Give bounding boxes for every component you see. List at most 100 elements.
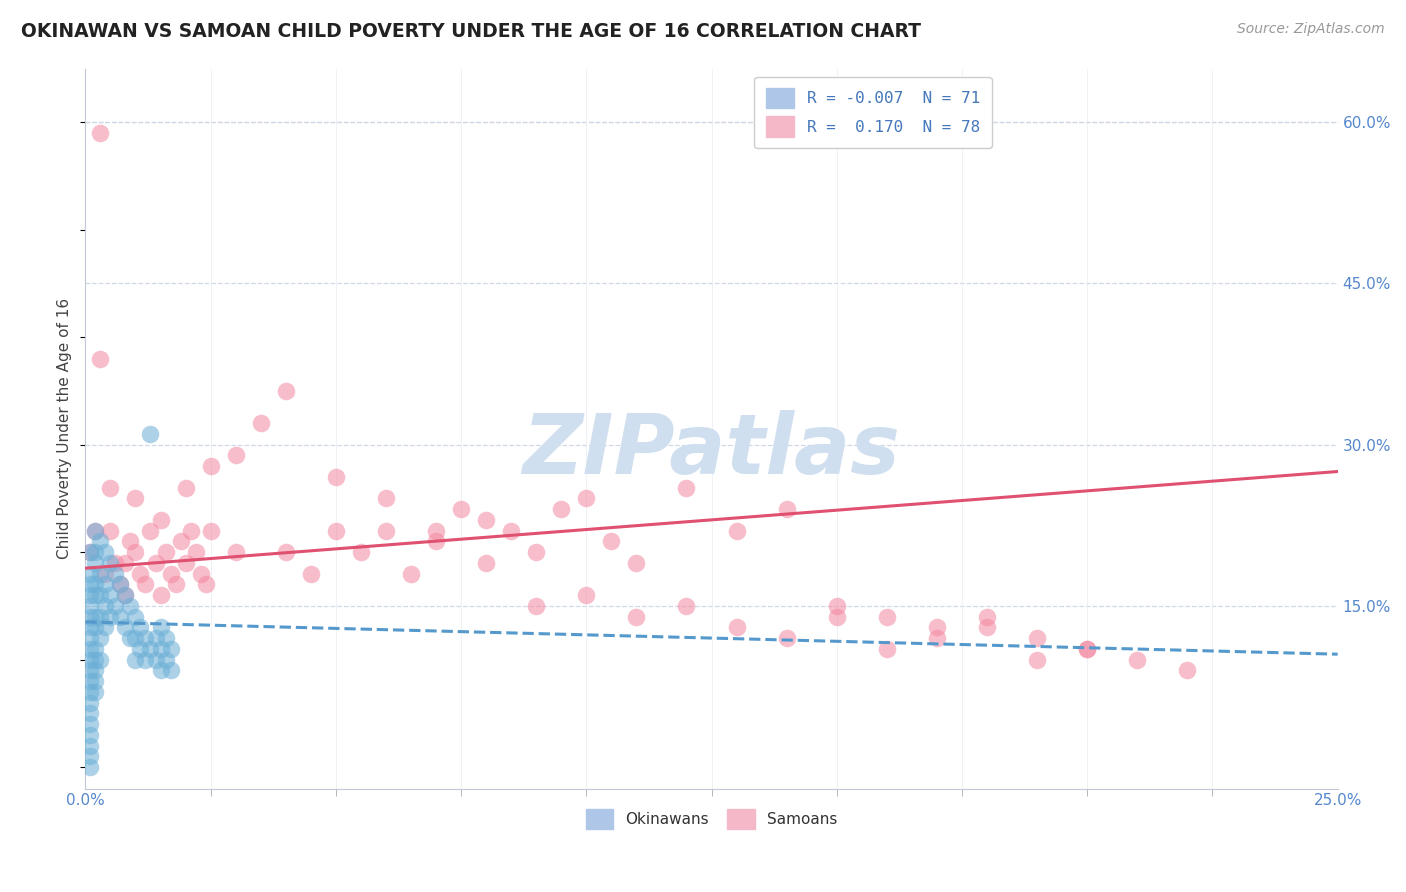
Point (600, 534, 623, 549)
Point (325, 470, 347, 484)
Point (89, 126, 111, 140)
Point (124, 609, 146, 624)
Point (425, 534, 447, 549)
Point (501, 524, 523, 538)
Point (114, 588, 136, 602)
Point (84, 620, 107, 634)
Point (100, 524, 122, 538)
Point (79, 641, 101, 656)
Point (79, 577, 101, 591)
Point (79, 566, 101, 581)
Point (190, 566, 212, 581)
Point (725, 524, 748, 538)
Point (725, 620, 748, 634)
Point (626, 556, 648, 570)
Point (475, 556, 498, 570)
Point (155, 652, 177, 666)
Point (374, 524, 396, 538)
Point (84, 652, 107, 666)
Point (159, 641, 181, 656)
Point (174, 556, 197, 570)
Point (225, 449, 247, 463)
Point (374, 491, 396, 506)
Point (155, 631, 177, 645)
Point (79, 760, 101, 774)
Point (145, 652, 167, 666)
Point (399, 566, 422, 581)
Point (84, 674, 107, 689)
Point (350, 545, 373, 559)
Point (100, 588, 122, 602)
Point (89, 534, 111, 549)
Text: OKINAWAN VS SAMOAN CHILD POVERTY UNDER THE AGE OF 16 CORRELATION CHART: OKINAWAN VS SAMOAN CHILD POVERTY UNDER T… (21, 22, 921, 41)
Point (675, 599, 697, 613)
Point (149, 513, 172, 527)
Point (129, 566, 152, 581)
Point (149, 641, 172, 656)
Point (114, 588, 136, 602)
Point (775, 502, 797, 516)
Point (976, 609, 998, 624)
Point (825, 599, 848, 613)
Point (925, 620, 948, 634)
Point (84, 577, 107, 591)
Point (79, 545, 101, 559)
Point (274, 545, 297, 559)
Point (139, 524, 162, 538)
Point (134, 631, 156, 645)
Point (169, 534, 191, 549)
Point (249, 416, 271, 430)
Point (79, 599, 101, 613)
Point (194, 577, 217, 591)
Point (180, 524, 202, 538)
Point (94, 577, 117, 591)
Point (524, 599, 547, 613)
Y-axis label: Child Poverty Under the Age of 16: Child Poverty Under the Age of 16 (58, 298, 72, 559)
Point (124, 545, 146, 559)
Point (79, 728, 101, 742)
Point (84, 588, 107, 602)
Point (825, 609, 848, 624)
Point (145, 556, 167, 570)
Point (124, 631, 146, 645)
Point (149, 588, 172, 602)
Point (1026, 652, 1049, 666)
Point (79, 588, 101, 602)
Point (84, 663, 107, 677)
Point (325, 524, 347, 538)
Point (159, 663, 181, 677)
Point (79, 663, 101, 677)
Point (84, 524, 107, 538)
Point (976, 620, 998, 634)
Point (79, 749, 101, 764)
Point (475, 513, 498, 527)
Point (524, 545, 547, 559)
Point (120, 534, 142, 549)
Point (104, 599, 127, 613)
Point (876, 641, 898, 656)
Point (299, 566, 322, 581)
Point (626, 609, 648, 624)
Point (550, 502, 572, 516)
Point (139, 641, 162, 656)
Point (925, 631, 948, 645)
Point (149, 620, 172, 634)
Point (84, 641, 107, 656)
Point (165, 577, 187, 591)
Point (675, 481, 697, 495)
Point (1026, 631, 1049, 645)
Point (89, 609, 111, 624)
Point (155, 545, 177, 559)
Point (84, 609, 107, 624)
Point (134, 652, 156, 666)
Point (129, 620, 152, 634)
Point (79, 739, 101, 753)
Point (110, 577, 132, 591)
Point (100, 481, 122, 495)
Point (575, 491, 598, 506)
Point (114, 620, 136, 634)
Point (124, 491, 146, 506)
Point (200, 524, 222, 538)
Point (89, 351, 111, 366)
Point (1126, 652, 1149, 666)
